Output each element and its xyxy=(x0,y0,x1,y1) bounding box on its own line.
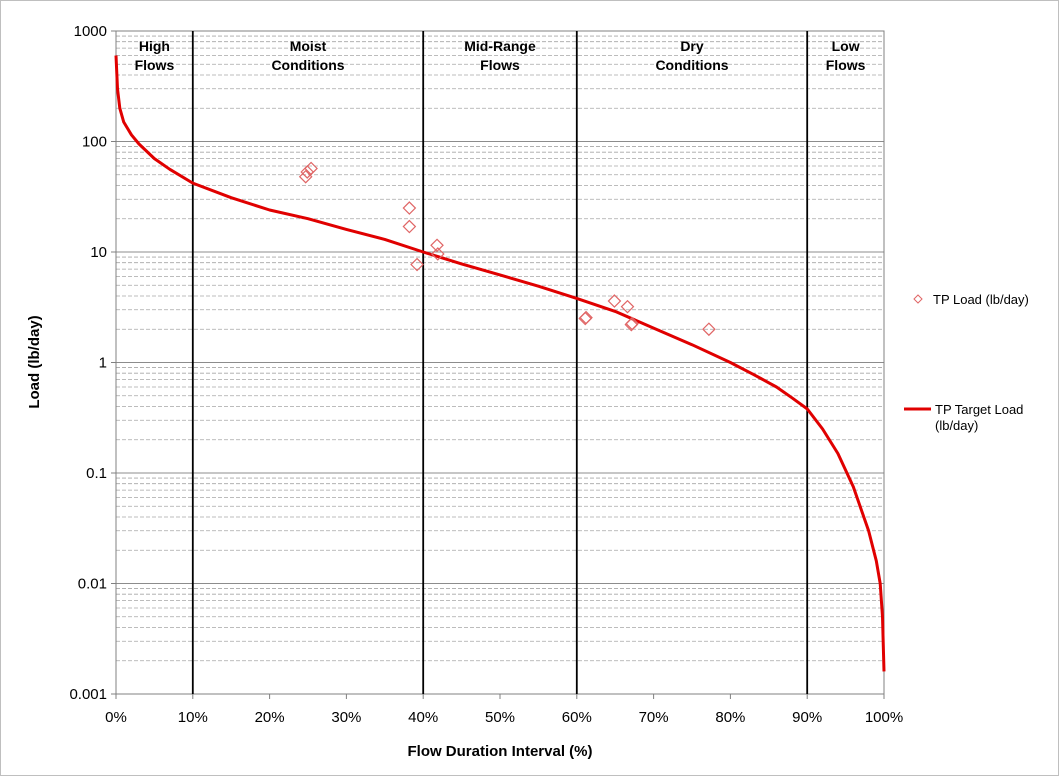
zone-label-line1: Mid-Range xyxy=(464,38,536,54)
x-tick-label: 40% xyxy=(408,709,438,726)
zone-label-line1: Moist xyxy=(290,38,327,54)
tp-load-point xyxy=(402,201,417,215)
y-tick-label: 1 xyxy=(99,355,107,372)
x-tick-label: 50% xyxy=(485,709,515,726)
y-axis-ticks: 0.001 0.01 0.1 1 10 100 1000 xyxy=(69,23,116,703)
zone-label-line1: High xyxy=(139,38,170,54)
y-axis-title: Load (lb/day) xyxy=(26,315,43,408)
x-tick-label: 80% xyxy=(715,709,745,726)
tp-load-point xyxy=(579,310,593,325)
zone-label-line2: Flows xyxy=(135,57,175,73)
major-gridlines xyxy=(116,141,884,584)
legend-marker-tp-load xyxy=(913,294,923,304)
y-tick-label: 10 xyxy=(90,244,107,261)
x-tick-label: 20% xyxy=(255,709,285,726)
zone-label-line2: Flows xyxy=(826,57,866,73)
zone-label-line1: Dry xyxy=(680,38,704,54)
legend-label-tp-load: TP Load (lb/day) xyxy=(933,292,1029,307)
tp-load-point xyxy=(620,299,635,314)
series-tp-target-load xyxy=(114,55,886,672)
legend-label-tp-target-load-unit: (lb/day) xyxy=(935,418,978,433)
tp-load-point xyxy=(607,294,622,308)
x-tick-label: 70% xyxy=(639,709,669,726)
tp-load-point xyxy=(410,257,424,272)
tp-load-point xyxy=(702,322,716,337)
zone-label-line2: Conditions xyxy=(655,57,728,73)
legend: TP Load (lb/day) TP Target Load (lb/day) xyxy=(904,292,1029,433)
tp-load-point xyxy=(304,161,318,176)
x-tick-label: 10% xyxy=(178,709,208,726)
y-tick-label: 1000 xyxy=(74,23,107,40)
zone-label-line2: Conditions xyxy=(271,57,344,73)
tp-load-point xyxy=(300,165,315,179)
legend-label-tp-target-load: TP Target Load xyxy=(935,402,1023,417)
y-tick-label: 0.1 xyxy=(86,465,107,482)
y-tick-label: 100 xyxy=(82,134,107,151)
y-tick-label: 0.01 xyxy=(78,576,107,593)
x-axis-ticks: 0% 10% 20% 30% 40% 50% 60% 70% 80% 90% 100% xyxy=(105,694,903,726)
y-tick-label: 0.001 xyxy=(69,686,107,703)
tp-load-point xyxy=(430,238,444,253)
tp-load-point xyxy=(402,219,417,234)
tp-load-point xyxy=(430,247,445,261)
series-tp-load xyxy=(298,161,716,337)
tp-load-point xyxy=(625,316,639,331)
x-axis-title: Flow Duration Interval (%) xyxy=(407,743,592,760)
x-tick-label: 60% xyxy=(562,709,592,726)
x-tick-label: 100% xyxy=(865,709,903,726)
target-load-line xyxy=(114,55,886,672)
x-tick-label: 90% xyxy=(792,709,822,726)
zone-label-line2: Flows xyxy=(480,57,520,73)
x-tick-label: 0% xyxy=(105,709,127,726)
zone-labels: High Flows Moist Conditions Mid-Range Flows Dr… xyxy=(135,38,866,73)
zone-boundaries xyxy=(191,31,809,694)
x-tick-label: 30% xyxy=(331,709,361,726)
zone-label-line1: Low xyxy=(832,38,860,54)
minor-gridlines xyxy=(116,35,884,662)
